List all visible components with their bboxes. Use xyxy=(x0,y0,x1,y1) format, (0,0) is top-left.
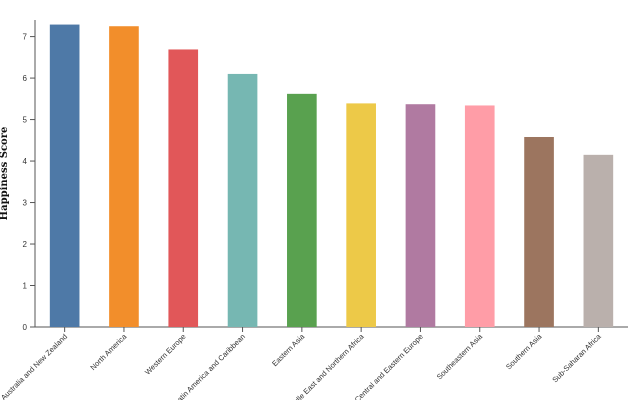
bar xyxy=(49,24,80,328)
x-tick-label: Eastern Asia xyxy=(270,331,307,368)
y-tick-label: 5 xyxy=(23,116,28,125)
x-tick-label: Western Europe xyxy=(143,332,188,377)
bar xyxy=(346,103,376,327)
bar xyxy=(464,105,495,328)
y-tick-label: 6 xyxy=(23,74,28,83)
y-tick-label: 2 xyxy=(23,240,28,249)
x-tick-label: Southeastern Asia xyxy=(435,331,485,381)
bar xyxy=(287,93,317,327)
bar xyxy=(168,49,199,327)
y-tick-label: 1 xyxy=(23,282,28,291)
y-tick-label: 7 xyxy=(23,33,28,42)
bar xyxy=(583,154,614,327)
x-tick-label: Central and Eastern Europe xyxy=(353,332,425,400)
x-tick-label: Southern Asia xyxy=(504,331,544,371)
bar xyxy=(524,136,554,327)
y-tick-label: 4 xyxy=(23,157,28,166)
y-tick-label: 0 xyxy=(23,323,28,332)
x-tick-label: North America xyxy=(88,331,129,372)
bar xyxy=(405,104,436,328)
bars xyxy=(49,24,614,328)
x-tick-label: Australia and New Zealand xyxy=(0,332,69,400)
x-tick-label: Sub-Saharan Africa xyxy=(550,331,603,384)
x-axis: Australia and New Zealand North America We… xyxy=(0,326,628,400)
y-axis: 0 1 2 3 4 5 6 7 xyxy=(23,20,36,332)
bar xyxy=(227,73,258,327)
y-axis-title: Happiness Score xyxy=(0,127,10,221)
bar xyxy=(109,26,139,328)
y-tick-label: 3 xyxy=(23,199,28,208)
